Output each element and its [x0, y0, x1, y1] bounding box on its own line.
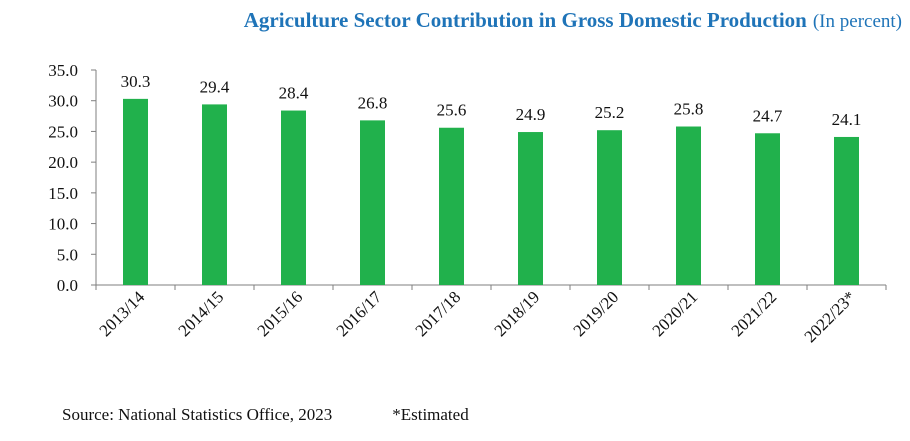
category-label: 2015/16: [253, 287, 306, 340]
y-tick-label: 25.0: [48, 122, 78, 141]
chart-title: Agriculture Sector Contribution in Gross…: [243, 8, 807, 32]
bar: [676, 126, 701, 285]
category-label: 2022/23*: [800, 287, 859, 346]
data-label: 25.8: [674, 100, 704, 119]
y-tick-label: 30.0: [48, 92, 78, 111]
y-tick-label: 35.0: [48, 61, 78, 80]
data-label: 30.3: [121, 72, 151, 91]
chart-footer: Source: National Statistics Office, 2023…: [62, 405, 469, 425]
bar: [755, 133, 780, 285]
data-label: 24.9: [516, 105, 546, 124]
bar: [281, 110, 306, 286]
category-label: 2013/14: [95, 287, 148, 340]
chart-title-row: Agriculture Sector Contribution in Gross…: [0, 8, 902, 33]
data-label: 26.8: [358, 93, 388, 112]
bar: [123, 98, 148, 285]
category-label: 2021/22: [727, 287, 780, 340]
y-tick-label: 5.0: [57, 245, 78, 264]
data-label: 29.4: [200, 77, 230, 96]
chart-subtitle: (In percent): [812, 11, 902, 32]
category-label: 2014/15: [174, 287, 227, 340]
data-label: 24.7: [753, 106, 783, 125]
data-label: 28.4: [279, 84, 309, 103]
category-label: 2019/20: [569, 287, 622, 340]
bar-chart: 0.0 5.0 10.0 15.0 20.0 25.0 30.0 35.0 30.3 2013/1…: [48, 61, 887, 346]
estimated-note: *Estimated: [392, 405, 469, 424]
bar: [360, 120, 385, 285]
category-label: 2020/21: [648, 287, 701, 340]
category-label: 2017/18: [411, 287, 464, 340]
bar: [597, 130, 622, 285]
y-tick-label: 10.0: [48, 215, 78, 234]
category-label: 2018/19: [490, 287, 543, 340]
y-tick-label: 0.0: [57, 276, 78, 295]
data-label: 25.6: [437, 101, 467, 120]
data-label: 25.2: [595, 103, 625, 122]
bar: [518, 132, 543, 285]
bar: [834, 136, 859, 285]
bar: [439, 127, 464, 285]
source-note: Source: National Statistics Office, 2023: [62, 405, 333, 424]
bar: [202, 104, 227, 286]
category-label: 2016/17: [332, 287, 385, 340]
data-label: 24.1: [832, 110, 862, 129]
y-tick-label: 20.0: [48, 153, 78, 172]
y-tick-label: 15.0: [48, 184, 78, 203]
